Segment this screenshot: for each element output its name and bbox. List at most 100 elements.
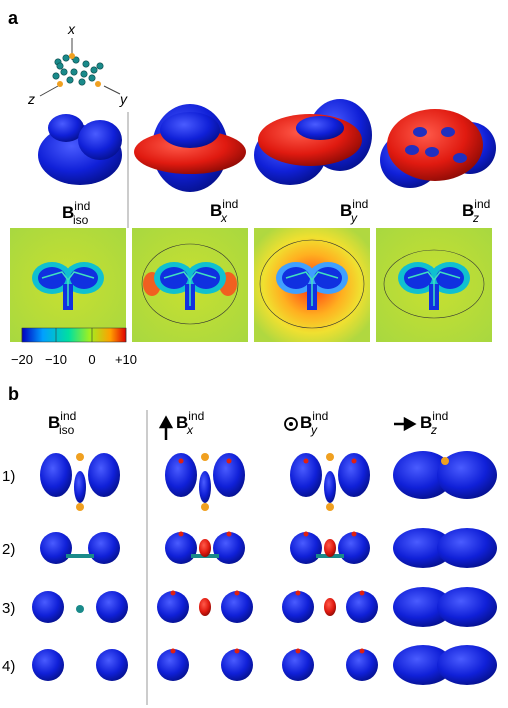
isosurface [282, 649, 314, 681]
superscript: ind [74, 199, 90, 213]
subscript: x [220, 211, 228, 225]
isosurface [32, 649, 64, 681]
atom [66, 76, 74, 84]
atom [76, 503, 84, 511]
isosurface [199, 598, 211, 616]
hole [405, 145, 419, 155]
axis-label: x [67, 21, 76, 37]
superscript: ind [474, 197, 490, 211]
label: a [8, 8, 19, 28]
isosurface [437, 645, 497, 685]
isosurface [387, 109, 483, 181]
isosurface [74, 471, 86, 503]
symbol: B [420, 413, 432, 432]
isosurface [160, 112, 220, 148]
spot [170, 648, 176, 654]
isosurface [165, 453, 197, 497]
subscript: z [430, 423, 437, 437]
atom [95, 81, 101, 87]
spot [234, 648, 240, 654]
symbol: B [210, 201, 222, 220]
symbol: B [48, 413, 60, 432]
spot [359, 648, 365, 654]
spot [170, 590, 176, 596]
spot [303, 458, 309, 464]
atom [88, 74, 96, 82]
atom [82, 60, 90, 68]
isosurface [282, 591, 314, 623]
dot [289, 422, 293, 426]
bond [66, 554, 94, 558]
atom [56, 62, 64, 70]
subscript: z [472, 211, 479, 225]
superscript: ind [432, 409, 448, 423]
isosurface [393, 528, 453, 568]
atom [326, 503, 334, 511]
atom [62, 54, 70, 62]
isosurface [393, 451, 453, 499]
spot [359, 590, 365, 596]
isosurface [296, 116, 344, 140]
isosurface [290, 532, 322, 564]
superscript: ind [312, 409, 328, 423]
isosurface [32, 591, 64, 623]
atom [76, 453, 84, 461]
atom [72, 56, 80, 64]
bonds [163, 271, 217, 306]
contour [141, 243, 239, 325]
symbol: B [176, 413, 188, 432]
atom [60, 68, 68, 76]
spot [226, 531, 232, 537]
superscript: ind [352, 197, 368, 211]
isosurface [213, 453, 245, 497]
isosurface [88, 453, 120, 497]
axis [103, 85, 121, 95]
atom [441, 457, 449, 465]
isosurface [221, 591, 253, 623]
isosurface [48, 114, 84, 142]
subscript: x [186, 423, 194, 437]
isosurface [290, 453, 322, 497]
row-label: 1) [2, 468, 15, 485]
atom [80, 70, 88, 78]
isosurface [393, 587, 453, 627]
hole [441, 127, 455, 137]
field-label: Bind x [210, 197, 238, 225]
field-label: Bind iso [62, 199, 90, 227]
hole [453, 153, 467, 163]
field-label: Bind x [176, 409, 204, 437]
isosurface [324, 471, 336, 503]
spot [178, 458, 184, 464]
spot [351, 458, 357, 464]
superscript: ind [188, 409, 204, 423]
symbol: B [462, 201, 474, 220]
atom [201, 453, 209, 461]
atom [76, 605, 84, 613]
colorbar-label: 0 [88, 352, 95, 367]
superscript: ind [222, 197, 238, 211]
isosurface [78, 120, 122, 160]
contour [383, 249, 485, 319]
field-label: Bind z [420, 409, 448, 437]
isosurface [165, 532, 197, 564]
contour [259, 239, 365, 329]
hole [425, 147, 439, 157]
atom [201, 503, 209, 511]
field-label: Bind z [462, 197, 490, 225]
atom [70, 68, 78, 76]
spot [303, 531, 309, 537]
isosurface [324, 539, 336, 557]
axis-label: z [27, 91, 35, 107]
bonds [285, 271, 339, 306]
isosurface [213, 532, 245, 564]
isosurface [437, 528, 497, 568]
isosurface [393, 645, 453, 685]
hole [413, 127, 427, 137]
atom [57, 81, 63, 87]
subscript: iso [59, 423, 75, 437]
label: b [8, 384, 19, 404]
bonds [41, 271, 95, 306]
isosurface [338, 532, 370, 564]
spot [295, 648, 301, 654]
